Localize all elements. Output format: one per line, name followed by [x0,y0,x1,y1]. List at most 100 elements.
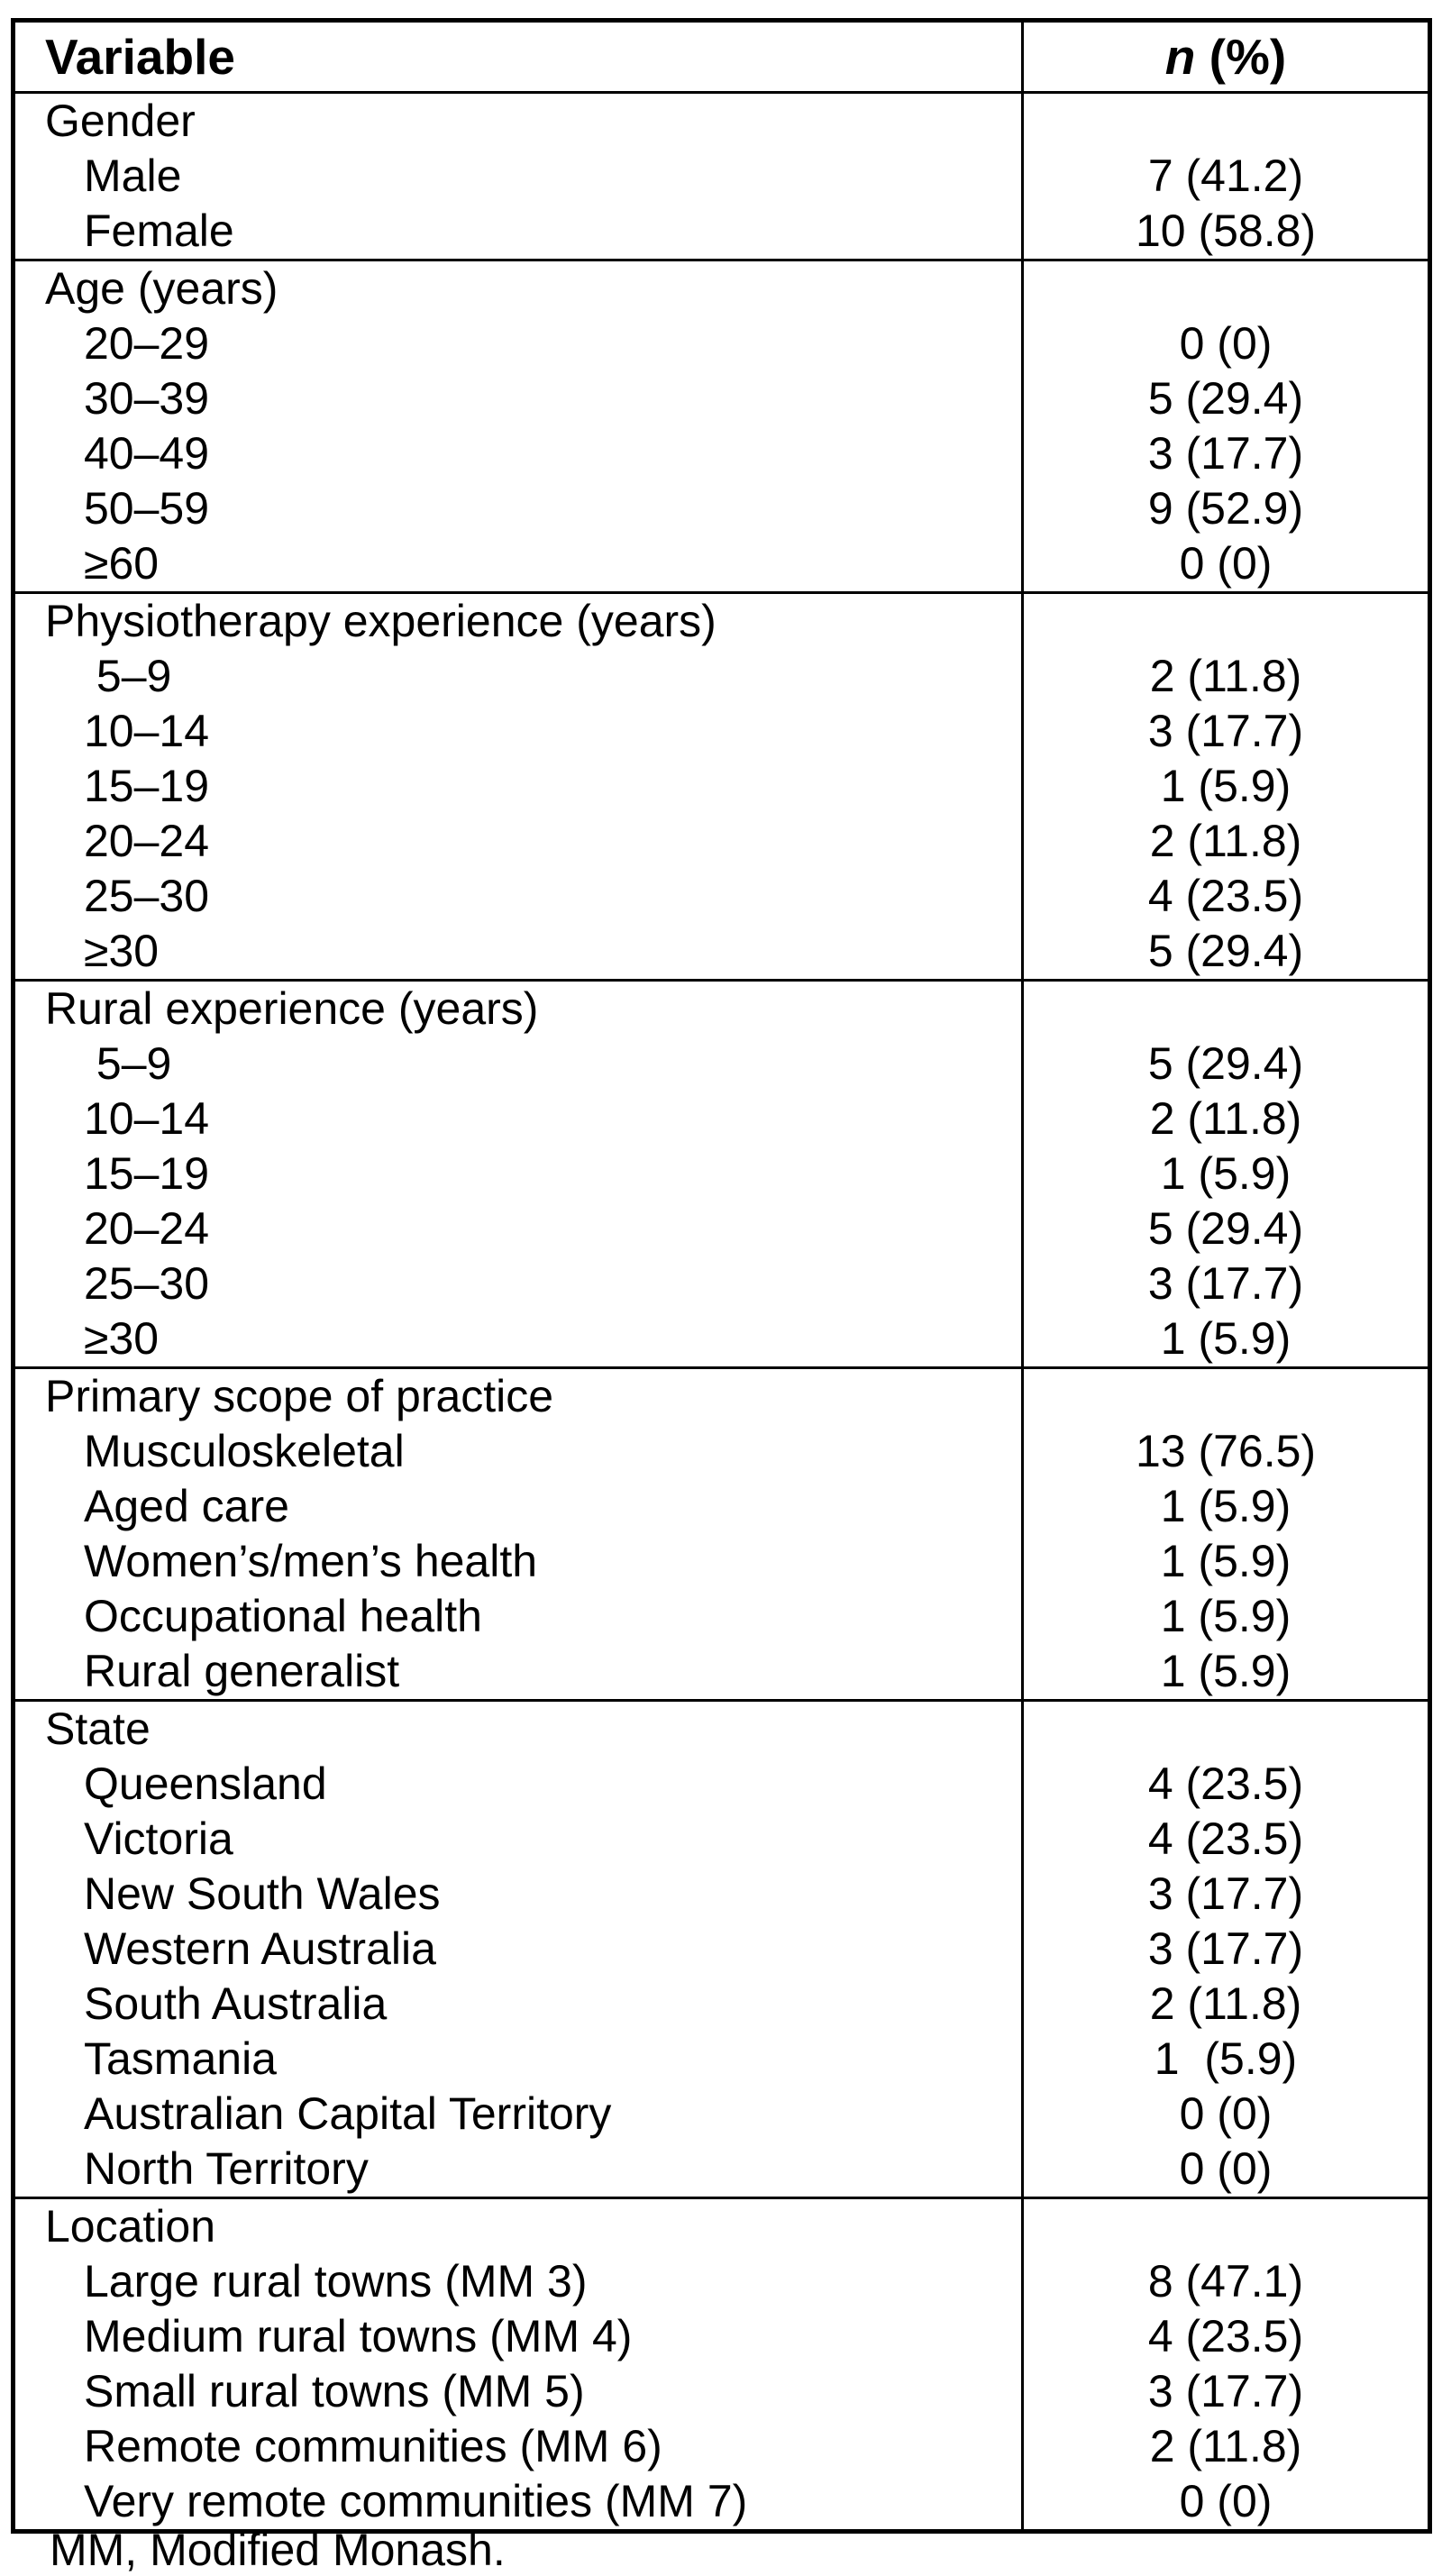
table-row: 10–14 2 (11.8) [14,1092,1430,1146]
section-label: Age (years) [45,263,278,314]
row-value: 3 (17.7) [1021,2364,1430,2419]
table-row: 25–30 4 (23.5) [14,869,1430,924]
table-row: Tasmania 1 (5.9) [14,2032,1430,2087]
table-row: 40–49 3 (17.7) [14,426,1430,481]
row-label: New South Wales [84,1868,441,1919]
section-label: Gender [45,96,196,146]
section-primary-scope-of-practice: Primary scope of practice Musculoskeletal… [13,1367,1430,1701]
table-row: Queensland 4 (23.5) [14,1757,1430,1812]
table-row: 5–9 2 (11.8) [14,649,1430,704]
row-label: ≥60 [84,538,160,589]
table-row: Female 10 (58.8) [14,204,1430,260]
section-gender: Gender Male 7 (41.2) Female 10 (58.8) [13,92,1430,260]
variable-header-label: Variable [45,29,235,85]
row-value: 0 (0) [1021,2474,1430,2532]
section-value-empty [1021,2197,1430,2254]
row-label: 30–39 [84,373,210,424]
table-header: Variable n (%) [13,20,1430,94]
row-label: Rural generalist [84,1646,400,1696]
row-label: 10–14 [84,706,210,756]
row-value: 0 (0) [1021,316,1430,371]
row-label: Medium rural towns (MM 4) [84,2311,633,2361]
row-label: Very remote communities (MM 7) [84,2476,748,2526]
table-row: 20–24 2 (11.8) [14,814,1430,869]
table-footnote: MM, Modified Monash. [50,2525,506,2575]
row-label: 15–19 [84,761,210,811]
row-label: Small rural towns (MM 5) [84,2366,585,2416]
section-age-years: Age (years) 20–29 0 (0) 30–39 5 (29.4) 40–49 3… [13,260,1430,593]
table-row: Large rural towns (MM 3) 8 (47.1) [14,2254,1430,2309]
row-label: 40–49 [84,428,210,479]
section-rural-experience-years: Rural experience (years) 5–9 5 (29.4) 10–1… [13,980,1430,1368]
table-row: North Territory 0 (0) [14,2142,1430,2198]
row-value: 3 (17.7) [1021,1256,1430,1311]
row-value: 10 (58.8) [1021,204,1430,260]
row-value: 5 (29.4) [1021,1037,1430,1092]
table-row: Medium rural towns (MM 4) 4 (23.5) [14,2309,1430,2364]
row-label: Remote communities (MM 6) [84,2421,662,2471]
row-label: Occupational health [84,1591,482,1641]
row-value: 5 (29.4) [1021,1201,1430,1256]
section-header-row: Primary scope of practice [14,1367,1430,1424]
row-label: 20–29 [84,318,210,369]
column-header-n-percent: n (%) [1021,20,1430,94]
table-row: Victoria 4 (23.5) [14,1812,1430,1867]
row-value: 1 (5.9) [1021,1589,1430,1644]
table-row: 30–39 5 (29.4) [14,371,1430,426]
row-label: 50–59 [84,483,210,534]
table-row: South Australia 2 (11.8) [14,1977,1430,2032]
row-label: Australian Capital Territory [84,2088,612,2139]
table-row: Very remote communities (MM 7) 0 (0) [14,2474,1430,2532]
section-header-row: Physiotherapy experience (years) [14,592,1430,649]
row-label: Aged care [84,1481,289,1531]
row-label: ≥30 [84,1313,160,1364]
table-row: Occupational health 1 (5.9) [14,1589,1430,1644]
section-value-empty [1021,592,1430,649]
row-label: Musculoskeletal [84,1426,405,1476]
row-value: 4 (23.5) [1021,2309,1430,2364]
row-label: South Australia [84,1978,388,2029]
table-row: Male 7 (41.2) [14,149,1430,204]
row-value: 0 (0) [1021,536,1430,593]
column-header-variable: Variable [13,20,1023,94]
section-label: State [45,1704,151,1754]
row-value: 5 (29.4) [1021,924,1430,981]
row-value: 5 (29.4) [1021,371,1430,426]
section-value-empty [1021,260,1430,316]
row-value: 1 (5.9) [1021,2032,1430,2087]
section-location: Location Large rural towns (MM 3) 8 (47.1)… [13,2197,1430,2532]
table-row: 15–19 1 (5.9) [14,1146,1430,1201]
header-row: Variable n (%) [13,20,1430,94]
row-label: 20–24 [84,816,210,866]
row-label: 5–9 [84,1038,172,1089]
row-value: 4 (23.5) [1021,1757,1430,1812]
row-value: 2 (11.8) [1021,649,1430,704]
n-italic-label: n [1164,29,1196,85]
row-label: 5–9 [84,651,172,701]
row-value: 3 (17.7) [1021,704,1430,759]
row-value: 2 (11.8) [1021,814,1430,869]
row-label: Victoria [84,1813,233,1864]
row-value: 1 (5.9) [1021,1479,1430,1534]
row-label: Queensland [84,1758,327,1809]
section-header-row: Gender [14,92,1430,149]
table-row: 10–14 3 (17.7) [14,704,1430,759]
row-label: Tasmania [84,2033,277,2084]
table-row: 5–9 5 (29.4) [14,1037,1430,1092]
table-row: Aged care 1 (5.9) [14,1479,1430,1534]
section-header-row: Age (years) [14,260,1430,316]
section-header-row: Location [14,2197,1430,2254]
row-value: 1 (5.9) [1021,1146,1430,1201]
row-value: 8 (47.1) [1021,2254,1430,2309]
section-label: Physiotherapy experience (years) [45,596,716,646]
row-label: Western Australia [84,1923,436,1974]
row-value: 2 (11.8) [1021,1092,1430,1146]
row-value: 3 (17.7) [1021,1922,1430,1977]
row-value: 3 (17.7) [1021,426,1430,481]
row-label: Women’s/men’s health [84,1536,538,1586]
row-value: 0 (0) [1021,2142,1430,2198]
row-value: 7 (41.2) [1021,149,1430,204]
section-state: State Queensland 4 (23.5) Victoria 4 (23.5) N… [13,1700,1430,2198]
row-value: 1 (5.9) [1021,1311,1430,1368]
table-row: Musculoskeletal 13 (76.5) [14,1424,1430,1479]
